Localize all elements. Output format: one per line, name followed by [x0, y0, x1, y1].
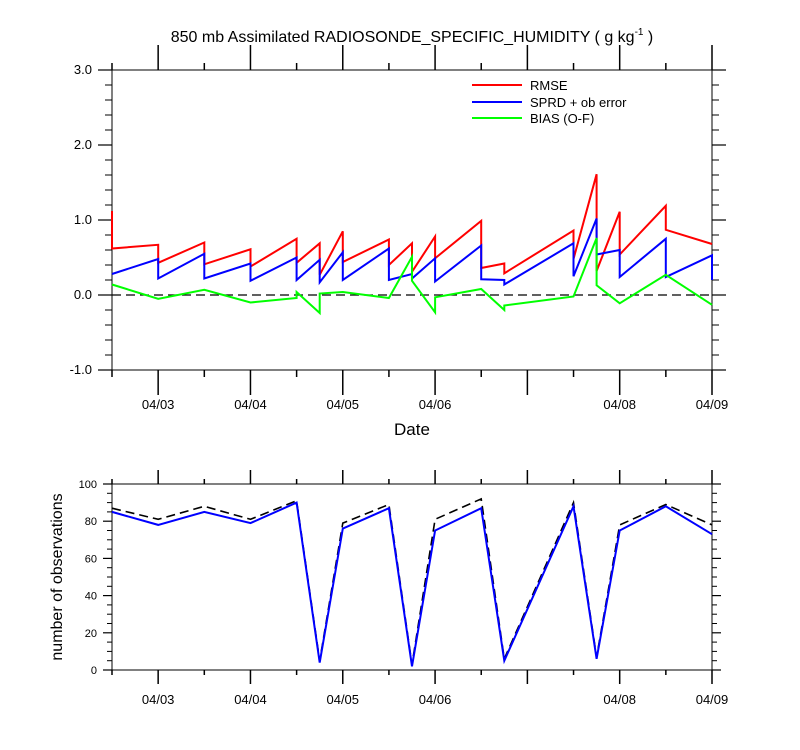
y-tick-label-60: 60: [85, 553, 97, 565]
top-panel: 04/03 04/04 04/05 04/06 04/08 04/09 -1.0 0.0 1.…: [70, 45, 728, 439]
series-line-used-observations: [111, 501, 713, 667]
y-tick-label-0-0: 0.0: [74, 287, 92, 302]
y-tick-label-2-0: 2.0: [74, 137, 92, 152]
x-tick-label-04-04: 04/04: [234, 397, 267, 412]
bottom-y-tick-labels: 0 20 40 60 80 100: [79, 479, 97, 677]
x-tick-label-04-05: 04/05: [326, 692, 359, 707]
y-tick-label-3-0: 3.0: [74, 62, 92, 77]
y-tick-label-40: 40: [85, 591, 97, 603]
bottom-x-tick-labels: 04/03 04/04 04/05 04/06 04/08 04/09: [142, 692, 728, 707]
bottom-series-group: [111, 497, 713, 667]
x-tick-label-04-04: 04/04: [234, 692, 267, 707]
legend-label-rmse: RMSE: [530, 78, 568, 93]
x-tick-label-04-03: 04/03: [142, 397, 175, 412]
x-tick-label-04-05: 04/05: [326, 397, 359, 412]
y-tick-label-1-0: 1.0: [74, 212, 92, 227]
bottom-axis-ticks: [103, 470, 721, 684]
x-axis-label: Date: [394, 420, 430, 439]
x-tick-label-04-06: 04/06: [419, 692, 452, 707]
x-tick-label-04-08: 04/08: [603, 692, 636, 707]
legend: RMSE SPRD + ob error BIAS (O-F): [472, 78, 627, 126]
top-series-group: [111, 173, 713, 316]
x-tick-label-04-03: 04/03: [142, 692, 175, 707]
top-axis-ticks: [98, 45, 726, 395]
y-tick-label-80: 80: [85, 516, 97, 528]
x-tick-label-04-09: 04/09: [696, 692, 729, 707]
legend-label-bias: BIAS (O-F): [530, 111, 594, 126]
y-tick-label-0: 0: [91, 665, 97, 677]
x-tick-label-04-09: 04/09: [696, 397, 729, 412]
legend-label-sprd: SPRD + ob error: [530, 95, 627, 110]
top-x-tick-labels: 04/03 04/04 04/05 04/06 04/08 04/09: [142, 397, 728, 412]
top-y-tick-labels: -1.0 0.0 1.0 2.0 3.0: [70, 62, 92, 377]
chart-title: 850 mb Assimilated RADIOSONDE_SPECIFIC_H…: [171, 27, 654, 46]
y-tick-label-1-0: -1.0: [70, 362, 92, 377]
x-tick-label-04-08: 04/08: [603, 397, 636, 412]
y-tick-label-100: 100: [79, 479, 97, 491]
x-tick-label-04-06: 04/06: [419, 397, 452, 412]
y-axis-label-observations: number of observations: [49, 493, 66, 660]
y-tick-label-20: 20: [85, 628, 97, 640]
series-line-bias-o-f: [111, 237, 713, 316]
bottom-panel: 04/03 04/04 04/05 04/06 04/08 04/09 0 20 40 60 80…: [49, 470, 728, 707]
